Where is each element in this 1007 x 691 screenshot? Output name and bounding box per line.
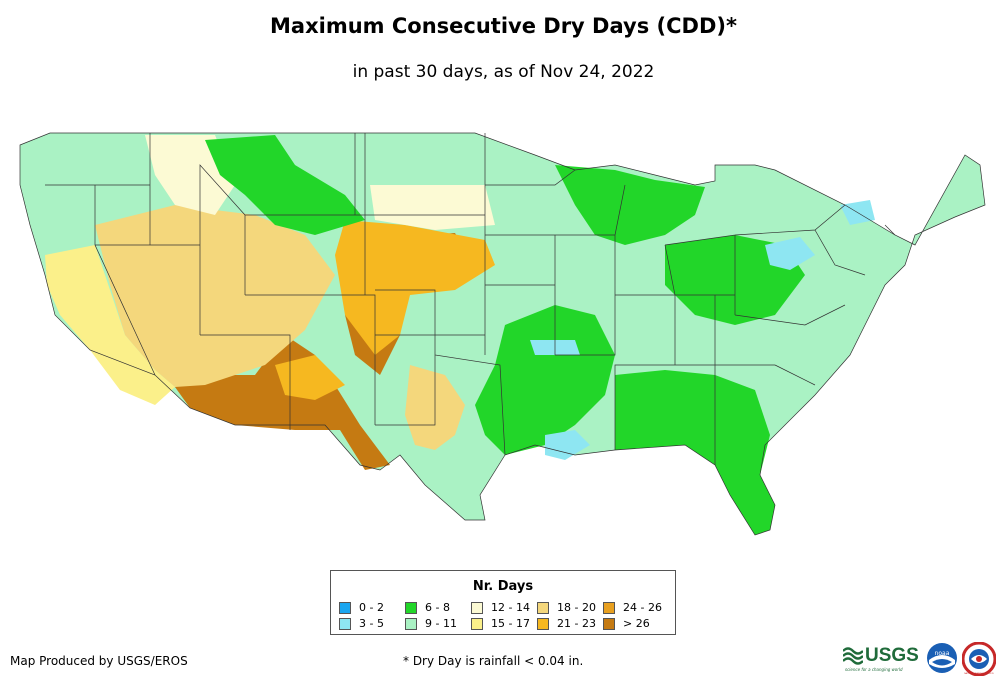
legend-swatch (339, 601, 351, 614)
region-east-texas-cyan (545, 430, 590, 460)
credit-text: Map Produced by USGS/EROS (10, 654, 188, 668)
legend-item: 21 - 23 (537, 617, 603, 630)
legend-swatch (471, 617, 483, 630)
legend-grid: 0 - 2 6 - 8 12 - 14 18 - 20 24 - 26 3 - … (339, 601, 669, 630)
nws-logo-icon: NATIONAL WEATHER SERVICE (962, 642, 996, 676)
legend-swatch (471, 601, 483, 614)
boundary-line (45, 133, 506, 456)
boundary-line (485, 169, 896, 465)
legend-item: 15 - 17 (471, 617, 537, 630)
legend-swatch (537, 601, 549, 614)
legend-item: 24 - 26 (603, 601, 669, 614)
region-new-mexico-dry (275, 355, 345, 400)
boundary-line (19, 132, 986, 536)
usgs-waves-icon (843, 647, 863, 665)
legend: Nr. Days 0 - 2 6 - 8 12 - 14 18 - 20 24 … (330, 570, 676, 635)
legend-item: 0 - 2 (339, 601, 405, 614)
region-mississippi-green (475, 305, 615, 455)
footnote-text: * Dry Day is rainfall < 0.04 in. (403, 654, 584, 668)
legend-item: > 26 (603, 617, 669, 630)
region-northern-rockies-green (205, 135, 365, 235)
region-southeast-green (615, 370, 775, 535)
usgs-wordmark: USGS (865, 645, 919, 666)
map-regions (20, 133, 985, 535)
region-great-basin-moderate (95, 205, 335, 387)
legend-item: 18 - 20 (537, 601, 603, 614)
us-cdd-map (19, 132, 986, 536)
legend-item: 12 - 14 (471, 601, 537, 614)
legend-item: 6 - 8 (405, 601, 471, 614)
region-southwest-very-dry (175, 335, 390, 470)
legend-item: 3 - 5 (339, 617, 405, 630)
region-northern-plains-pale (370, 185, 495, 230)
legend-swatch (405, 601, 417, 614)
map-subtitle: in past 30 days, as of Nov 24, 2022 (352, 62, 655, 82)
map-title: Maximum Consecutive Dry Days (CDD)* (270, 14, 737, 38)
legend-swatch (405, 617, 417, 630)
legend-item: 9 - 11 (405, 617, 471, 630)
legend-swatch (537, 617, 549, 630)
state-boundaries (19, 132, 986, 536)
region-upper-midwest-green (555, 165, 705, 245)
legend-swatch (603, 601, 615, 614)
noaa-wordmark: noaa (935, 650, 950, 657)
legend-title: Nr. Days (472, 579, 534, 594)
usgs-tagline: science for a changing world (845, 667, 903, 672)
legend-swatch (603, 617, 615, 630)
noaa-logo-icon: noaa (927, 643, 957, 673)
nws-wordmark: NATIONAL WEATHER SERVICE (964, 672, 994, 675)
legend-swatch (339, 617, 351, 630)
region-pennsylvania-cyan (765, 237, 815, 270)
usgs-logo: USGS (843, 645, 919, 667)
region-california-light (45, 245, 175, 405)
